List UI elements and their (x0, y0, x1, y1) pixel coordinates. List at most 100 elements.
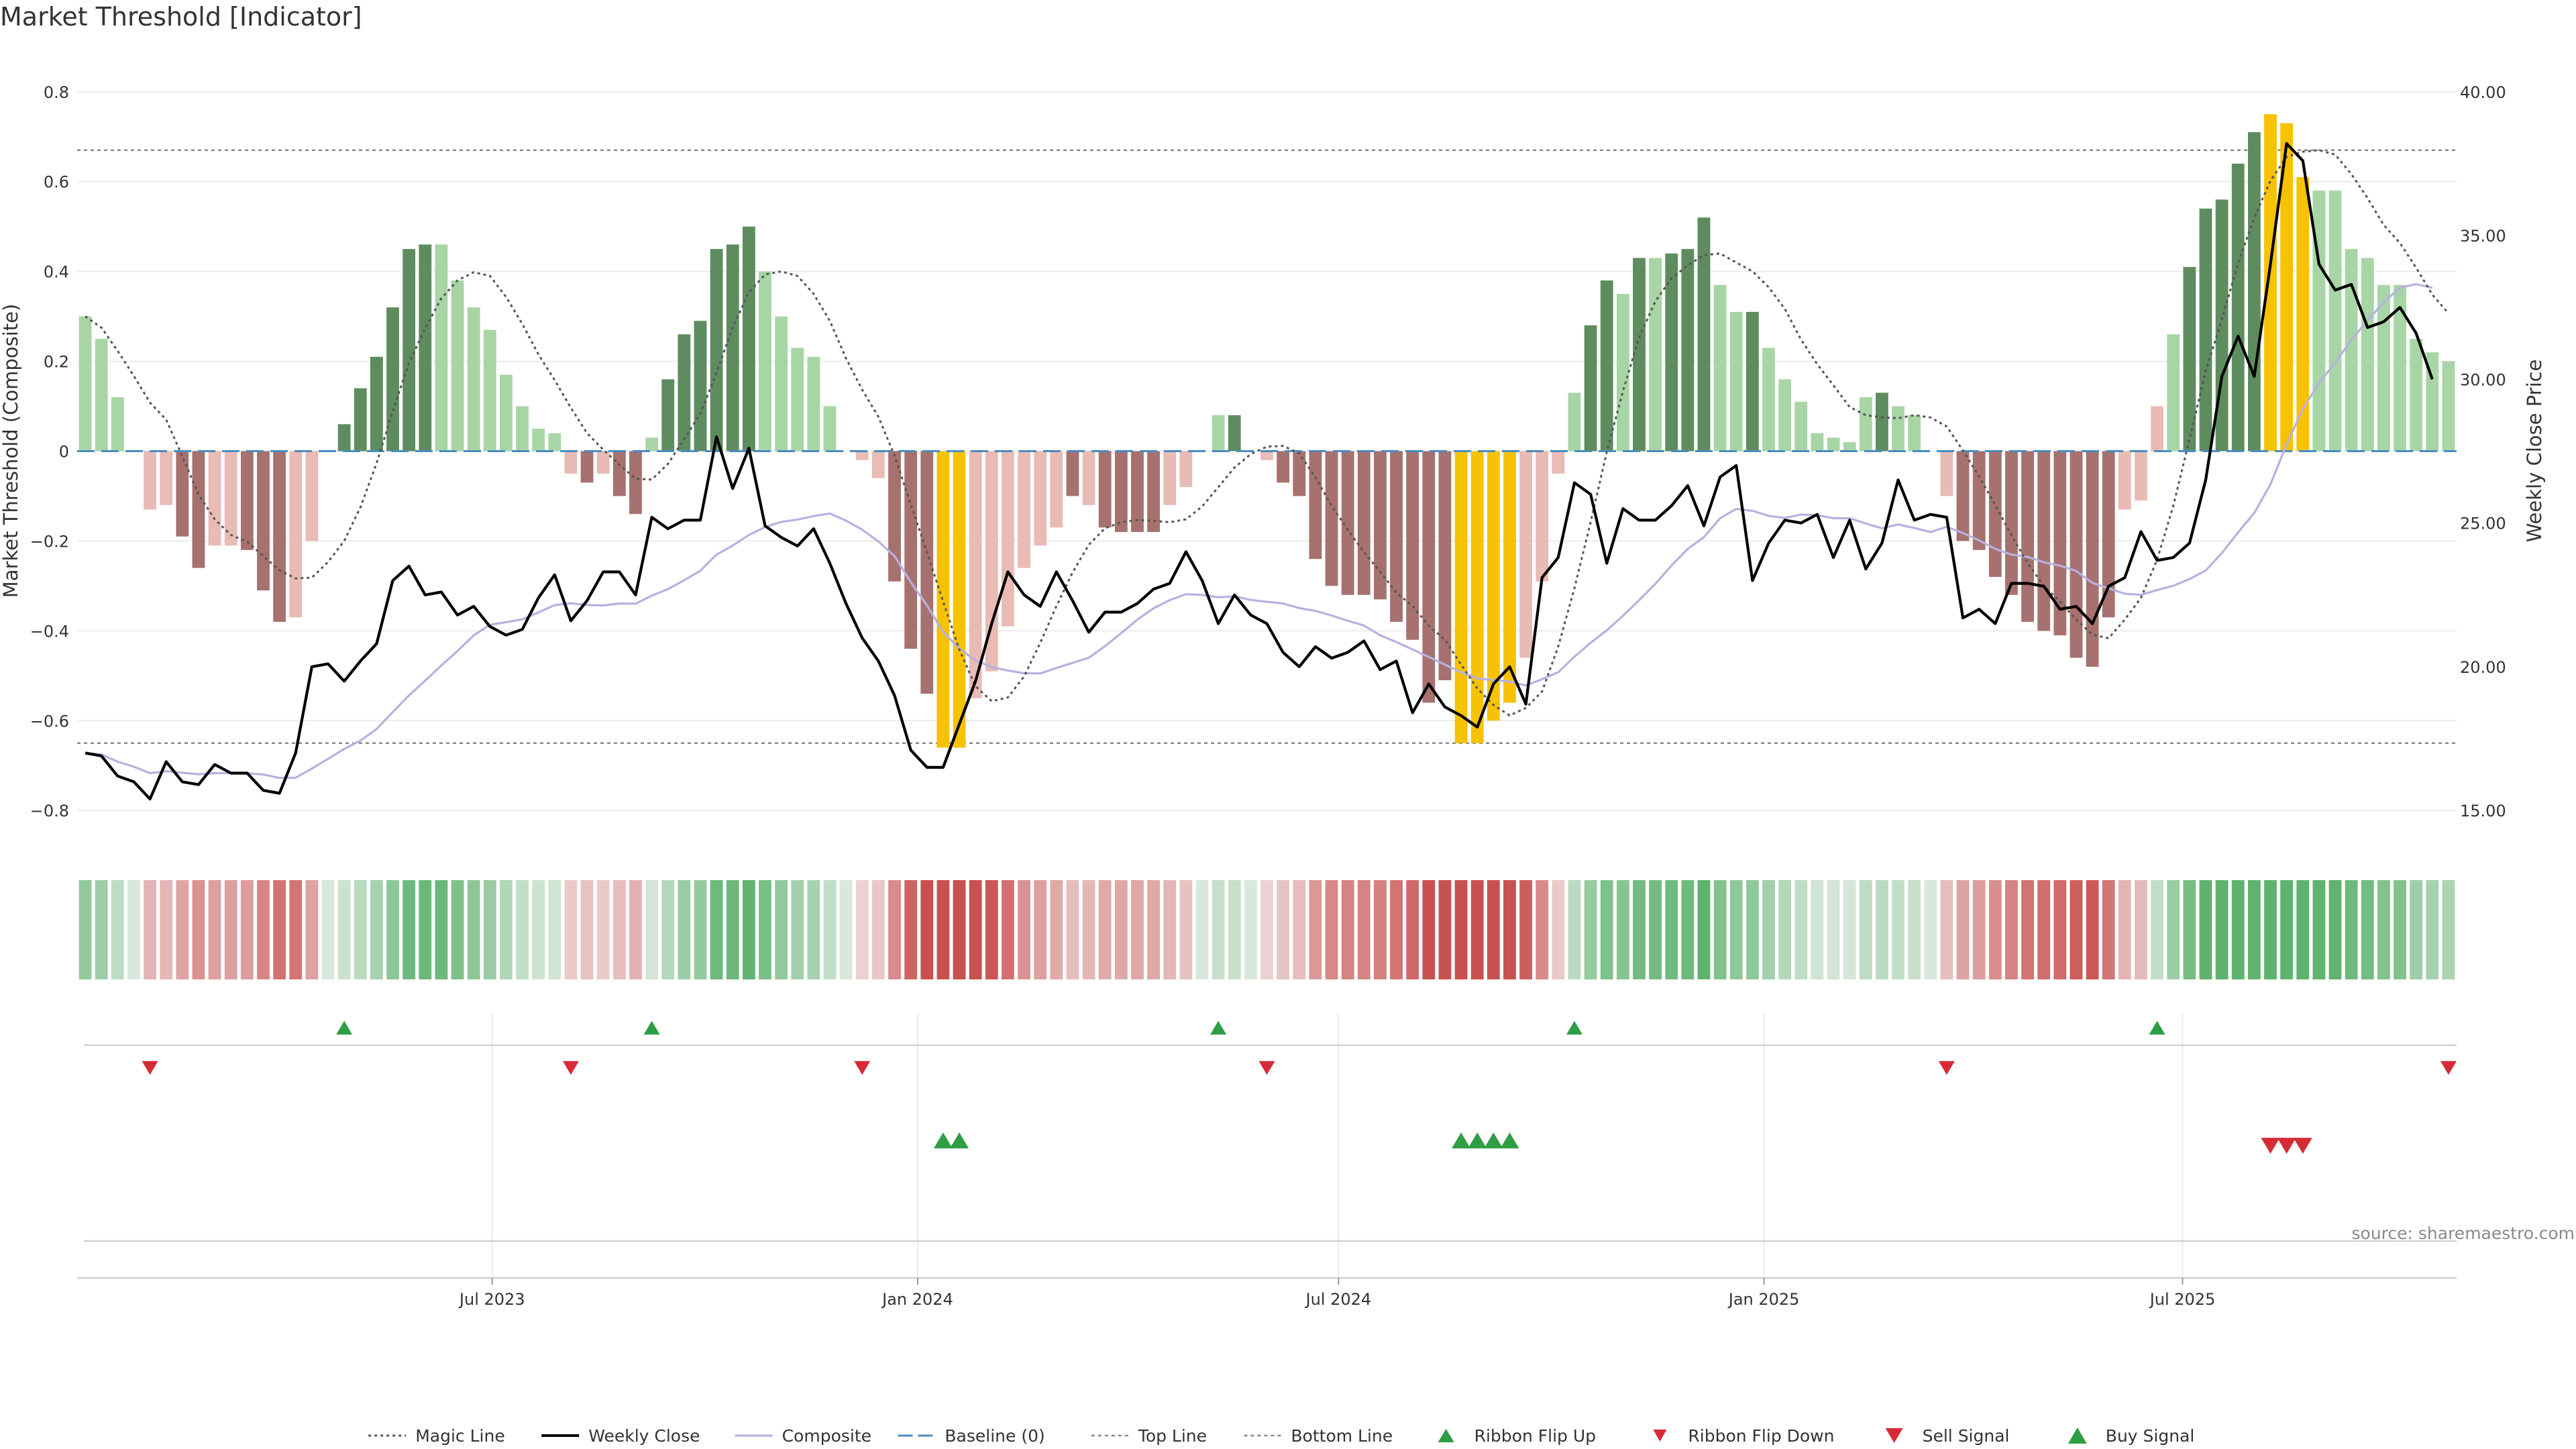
ribbon-flip-down-marker (1938, 1061, 1955, 1075)
histogram-bar (1568, 392, 1581, 451)
histogram-bar (2410, 339, 2423, 451)
ribbon-cell (224, 880, 237, 979)
y-tick-right: 35.00 (2460, 227, 2506, 246)
histogram-bar (1114, 451, 1128, 533)
sell-signal-marker (2261, 1138, 2280, 1154)
ribbon-flip-down-marker (854, 1061, 871, 1075)
histogram-bar (1470, 451, 1484, 743)
x-tick-label: Jul 2024 (1305, 1290, 1372, 1309)
ribbon-cell (1536, 880, 1549, 979)
ribbon-cell (1228, 880, 1241, 979)
ribbon-cell (1470, 880, 1484, 979)
ribbon-cell (1665, 880, 1678, 979)
ribbon-cell (1406, 880, 1419, 979)
ribbon-cell (1778, 880, 1792, 979)
ribbon-flip-up-marker (1210, 1020, 1227, 1035)
ribbon-cell (548, 880, 561, 979)
histogram-bar (2345, 249, 2358, 451)
histogram-bar (208, 451, 221, 546)
histogram-bar (1260, 451, 1273, 460)
y-tick-right: 40.00 (2460, 83, 2506, 102)
histogram-bar (1729, 311, 1743, 451)
histogram-bar (580, 451, 594, 483)
histogram-bar (305, 451, 319, 541)
ribbon-cell (257, 880, 270, 979)
histogram-bar (2086, 451, 2099, 667)
ribbon-cell (920, 880, 934, 979)
histogram-bar (2118, 451, 2131, 510)
ribbon-cell (1746, 880, 1759, 979)
ribbon-cell (1843, 880, 1856, 979)
legend-label: Composite (782, 1426, 871, 1446)
ribbon-cell (1487, 880, 1500, 979)
ribbon-cell (1357, 880, 1371, 979)
ribbon-cell (1260, 880, 1273, 979)
legend-label: Buy Signal (2106, 1426, 2195, 1446)
histogram-bar (2394, 284, 2406, 451)
histogram-bar (402, 249, 416, 451)
buy-signal-marker (950, 1132, 969, 1148)
histogram-bar (1600, 280, 1613, 451)
legend-item: Bottom Line (1244, 1426, 1393, 1446)
x-tick-label: Jan 2024 (881, 1290, 953, 1309)
chart-title: Market Threshold [Indicator] (0, 2, 362, 32)
ribbon-cell (435, 880, 448, 979)
histogram-bar (435, 244, 448, 451)
histogram-bar (483, 329, 496, 451)
ribbon-cell (791, 880, 804, 979)
histogram-bar (111, 397, 124, 451)
histogram-bar (2102, 451, 2115, 618)
ribbon-cell (1649, 880, 1662, 979)
histogram-bar (2183, 266, 2196, 451)
ribbon-cell (483, 880, 496, 979)
histogram-bar (1212, 415, 1225, 451)
ribbon-cell (1503, 880, 1516, 979)
histogram-bar (1163, 451, 1177, 505)
ribbon-cell (775, 880, 788, 979)
histogram-bar (1649, 258, 1662, 451)
ribbon-cell (1341, 880, 1354, 979)
ribbon-cell (2102, 880, 2115, 979)
histogram-bar (1940, 451, 1953, 496)
histogram-bar (1373, 451, 1387, 600)
histogram-bar (289, 451, 303, 618)
ribbon-cell (1163, 880, 1177, 979)
histogram-bar (807, 356, 820, 451)
histogram-bar (273, 451, 286, 622)
ribbon-cell (1729, 880, 1743, 979)
histogram-bar (596, 451, 610, 474)
buy-signal-marker (1500, 1132, 1519, 1148)
ribbon-cell (337, 880, 351, 979)
ribbon-cell (305, 880, 319, 979)
ribbon-cell (289, 880, 303, 979)
ribbon-flip-up-marker (1566, 1020, 1582, 1035)
buy-signal-marker (933, 1132, 953, 1148)
y-tick-left: 0.4 (44, 263, 69, 282)
histogram-bar (969, 451, 982, 698)
ribbon-cell (402, 880, 416, 979)
ribbon-cell (888, 880, 901, 979)
histogram-bar (1988, 451, 2002, 577)
ribbon-cell (969, 880, 982, 979)
ribbon-cell (111, 880, 124, 979)
histogram-bar (337, 424, 351, 451)
ribbon-cell (839, 880, 853, 979)
legend-item: Baseline (0) (898, 1426, 1045, 1446)
ribbon-cell (1794, 880, 1808, 979)
ribbon-flip-down-marker (142, 1061, 158, 1075)
ribbon-flip-up-marker (2149, 1020, 2165, 1035)
legend-item: Weekly Close (541, 1426, 700, 1446)
ribbon-cell (451, 880, 464, 979)
legend-swatch-buy (2068, 1428, 2087, 1444)
histogram-bar (2053, 451, 2067, 636)
histogram-bar (240, 451, 254, 550)
histogram-bar (1519, 451, 1532, 658)
histogram-bar (855, 451, 869, 460)
ribbon-cell (2086, 880, 2099, 979)
sell-signal-marker (2293, 1138, 2312, 1154)
histogram-bar (1552, 451, 1565, 474)
histogram-bar (1584, 325, 1597, 451)
y-tick-left: −0.2 (30, 532, 69, 551)
legend-label: Top Line (1138, 1426, 1207, 1446)
histogram-bar (1454, 451, 1468, 743)
